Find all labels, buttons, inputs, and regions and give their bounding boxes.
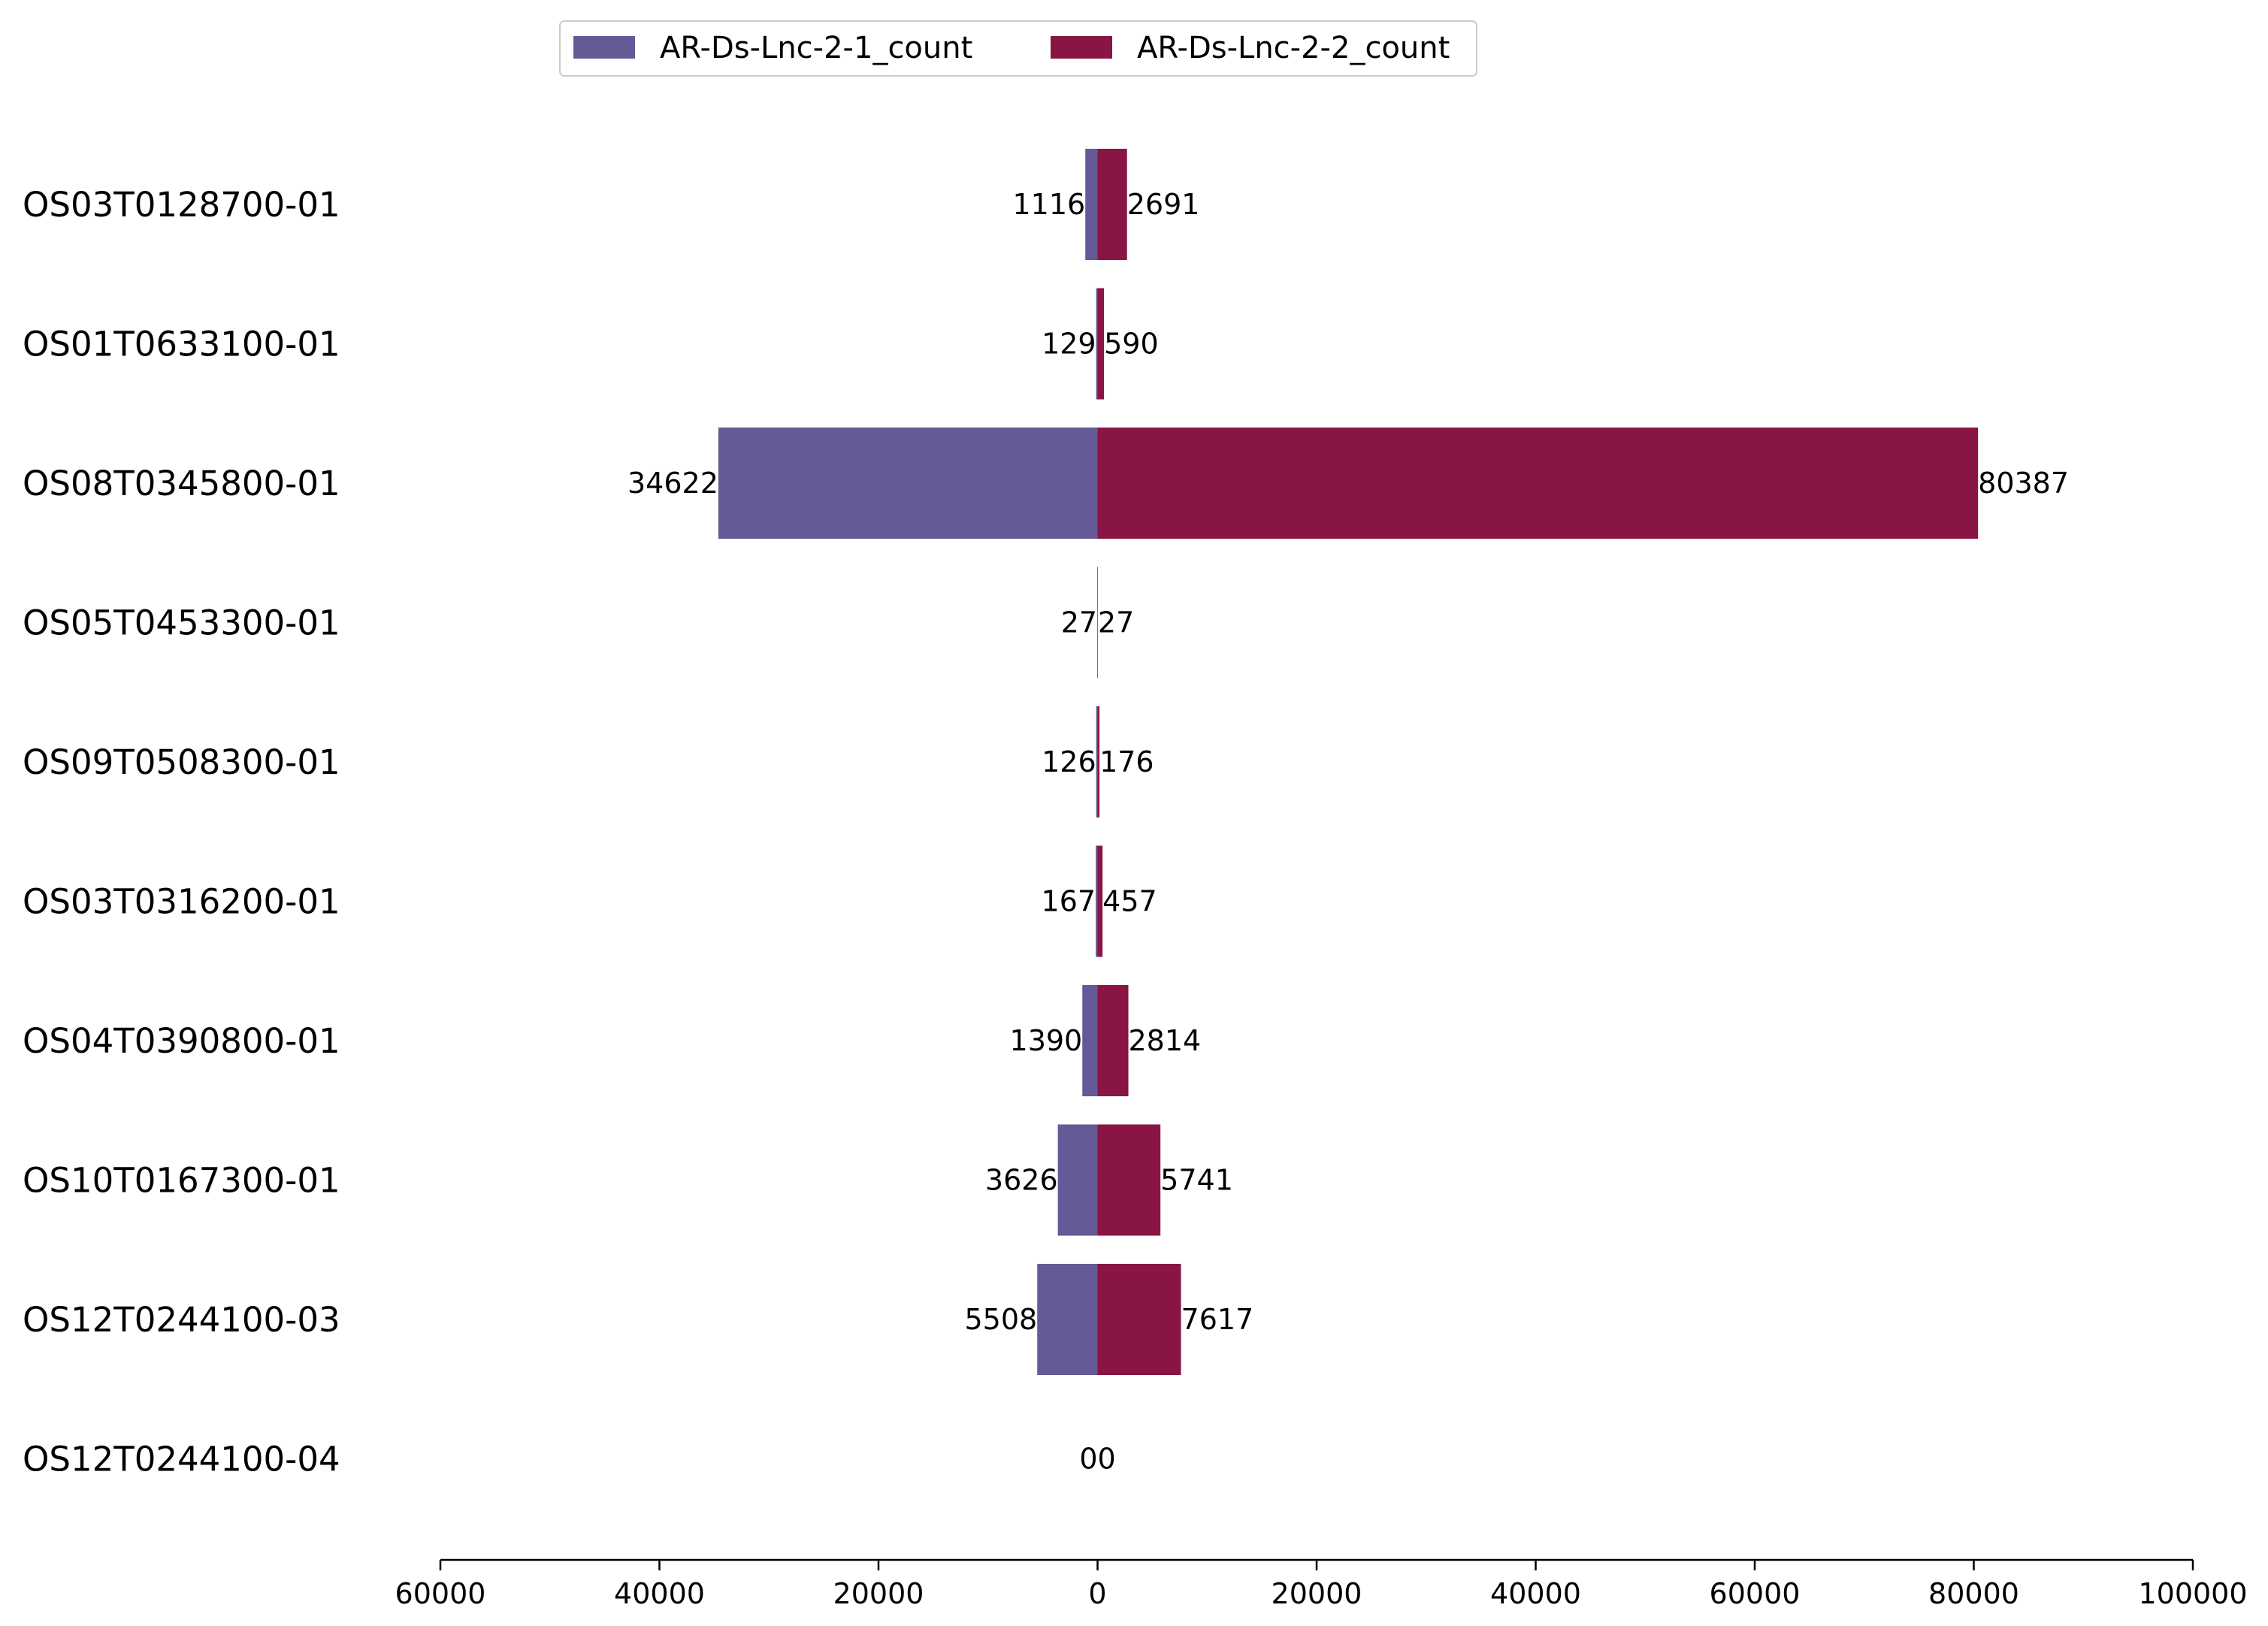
bar-right-1 xyxy=(1097,288,1105,400)
value-label-left-6: 1390 xyxy=(1010,1024,1083,1057)
value-label-left-0: 1116 xyxy=(1013,188,1086,221)
value-label-left-3: 27 xyxy=(1061,606,1097,639)
bar-right-7 xyxy=(1097,1124,1161,1236)
category-label-9: OS12T0244100-04 xyxy=(23,1440,340,1479)
value-label-right-4: 176 xyxy=(1099,745,1154,778)
x-tick-label-7: 80000 xyxy=(1928,1577,2019,1610)
bar-right-5 xyxy=(1097,845,1103,957)
value-label-right-9: 0 xyxy=(1098,1443,1116,1476)
category-label-0: OS03T0128700-01 xyxy=(23,185,340,225)
category-labels: OS03T0128700-01 OS01T0633100-01 OS08T03458… xyxy=(23,185,340,1479)
category-label-8: OS12T0244100-03 xyxy=(23,1300,340,1340)
bar-right-2 xyxy=(1097,428,1979,539)
bar-left-4 xyxy=(1096,706,1098,818)
category-label-4: OS09T0508300-01 xyxy=(23,742,340,782)
value-label-left-4: 126 xyxy=(1042,745,1096,778)
value-label-right-2: 80387 xyxy=(1978,467,2069,500)
bar-left-7 xyxy=(1057,1124,1098,1236)
value-label-left-7: 3626 xyxy=(985,1164,1058,1197)
bar-left-5 xyxy=(1096,845,1098,957)
bar-right-4 xyxy=(1097,706,1100,818)
bar-right-8 xyxy=(1097,1264,1181,1375)
value-label-left-8: 5508 xyxy=(965,1303,1038,1336)
bar-right-0 xyxy=(1097,149,1127,260)
x-tick-label-0: 60000 xyxy=(395,1577,486,1610)
legend-swatch-0 xyxy=(573,36,635,59)
x-tick-label-4: 20000 xyxy=(1272,1577,1362,1610)
legend-frame xyxy=(559,20,1477,77)
legend: AR-Ds-Lnc-2-1_count AR-Ds-Lnc-2-2_count xyxy=(559,20,1477,77)
legend-label-1: AR-Ds-Lnc-2-2_count xyxy=(1137,31,1450,65)
x-axis: 60000 40000 20000 0 20000 40000 60000 80000 1000… xyxy=(395,1558,2248,1610)
value-label-right-5: 457 xyxy=(1102,885,1157,918)
x-tick-label-1: 40000 xyxy=(614,1577,705,1610)
bar-left-1 xyxy=(1096,288,1098,400)
bar-left-2 xyxy=(718,428,1098,539)
value-label-left-1: 129 xyxy=(1042,328,1096,361)
category-label-5: OS03T0316200-01 xyxy=(23,882,340,922)
value-label-right-0: 2691 xyxy=(1127,188,1200,221)
value-label-left-5: 167 xyxy=(1042,885,1096,918)
category-label-2: OS08T0345800-01 xyxy=(23,464,340,503)
value-labels: 1116 2691 129 590 34622 80387 27 27 126 176 167 457… xyxy=(627,188,2069,1476)
value-label-right-8: 7617 xyxy=(1181,1303,1254,1336)
bar-right-6 xyxy=(1097,985,1129,1096)
value-label-right-3: 27 xyxy=(1098,606,1134,639)
category-label-7: OS10T0167300-01 xyxy=(23,1161,340,1201)
x-tick-label-6: 60000 xyxy=(1710,1577,1801,1610)
legend-label-0: AR-Ds-Lnc-2-1_count xyxy=(660,31,972,65)
bar-left-0 xyxy=(1085,149,1098,260)
x-tick-label-3: 0 xyxy=(1088,1577,1106,1610)
value-label-right-6: 2814 xyxy=(1129,1024,1202,1057)
bar-left-6 xyxy=(1082,985,1098,1096)
category-label-1: OS01T0633100-01 xyxy=(23,325,340,364)
bars xyxy=(718,149,1979,1375)
legend-swatch-1 xyxy=(1051,36,1112,59)
value-label-left-9: 0 xyxy=(1079,1443,1097,1476)
x-tick-label-8: 100000 xyxy=(2138,1577,2247,1610)
bar-left-8 xyxy=(1037,1264,1098,1375)
value-label-right-1: 590 xyxy=(1104,328,1159,361)
value-label-right-7: 5741 xyxy=(1160,1164,1233,1197)
x-tick-label-2: 20000 xyxy=(833,1577,924,1610)
x-tick-label-5: 40000 xyxy=(1490,1577,1581,1610)
value-label-left-2: 34622 xyxy=(627,467,718,500)
category-label-3: OS05T0453300-01 xyxy=(23,603,340,643)
category-label-6: OS04T0390800-01 xyxy=(23,1021,340,1061)
